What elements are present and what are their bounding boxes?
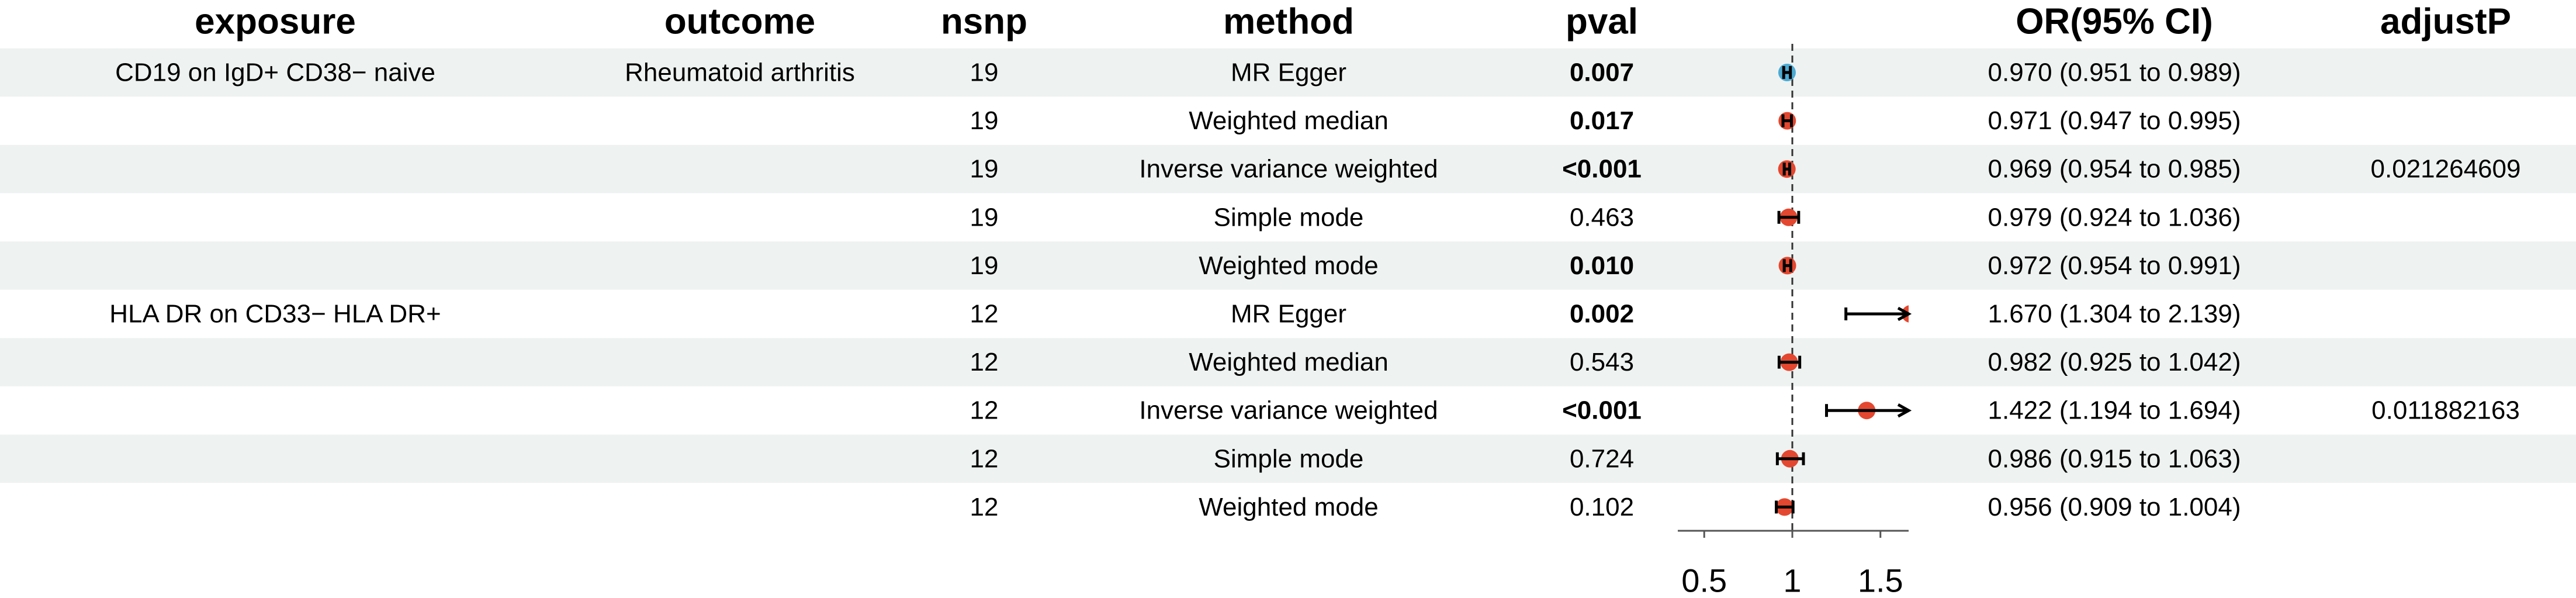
header-nsnp: nsnp bbox=[941, 2, 1027, 42]
cell-or-ci: 1.422 (1.194 to 1.694) bbox=[1988, 396, 2241, 425]
error-arrow bbox=[1897, 306, 1912, 322]
cell-pval: 0.017 bbox=[1570, 106, 1634, 135]
cell-exposure: CD19 on IgD+ CD38− naive bbox=[115, 58, 435, 87]
cell-nsnp: 19 bbox=[970, 251, 999, 280]
cell-pval: 0.543 bbox=[1570, 348, 1634, 376]
cell-nsnp: 12 bbox=[970, 396, 999, 425]
cell-pval: <0.001 bbox=[1562, 155, 1642, 184]
cell-nsnp: 19 bbox=[970, 155, 999, 184]
header-exposure: exposure bbox=[195, 2, 356, 42]
cell-pval: 0.010 bbox=[1570, 251, 1634, 280]
cell-pval: 0.002 bbox=[1570, 300, 1634, 329]
x-tick-label: 1 bbox=[1783, 562, 1801, 598]
cell-exposure: HLA DR on CD33− HLA DR+ bbox=[109, 300, 441, 329]
cell-pval: 0.007 bbox=[1570, 58, 1634, 87]
cell-nsnp: 19 bbox=[970, 106, 999, 135]
cell-method: Weighted median bbox=[1189, 348, 1389, 376]
cell-method: MR Egger bbox=[1231, 58, 1346, 87]
cell-method: Inverse variance weighted bbox=[1139, 396, 1438, 425]
cell-method: Weighted median bbox=[1189, 106, 1389, 135]
cell-or-ci: 0.986 (0.915 to 1.063) bbox=[1988, 444, 2241, 473]
cell-or-ci: 1.670 (1.304 to 2.139) bbox=[1988, 300, 2241, 329]
cell-method: Weighted mode bbox=[1199, 251, 1378, 280]
cell-nsnp: 12 bbox=[970, 348, 999, 376]
cell-adjustP: 0.021264609 bbox=[2371, 155, 2521, 184]
cell-pval: 0.724 bbox=[1570, 444, 1634, 473]
row-band bbox=[0, 434, 2576, 483]
cell-method: Simple mode bbox=[1214, 203, 1364, 231]
cell-or-ci: 0.969 (0.954 to 0.985) bbox=[1988, 155, 2241, 184]
cell-nsnp: 19 bbox=[970, 203, 999, 231]
cell-nsnp: 12 bbox=[970, 300, 999, 329]
header-method: method bbox=[1223, 2, 1354, 42]
header-pval: pval bbox=[1566, 2, 1638, 42]
error-arrow bbox=[1897, 403, 1912, 418]
cell-outcome: Rheumatoid arthritis bbox=[625, 58, 855, 87]
cell-or-ci: 0.982 (0.925 to 1.042) bbox=[1988, 348, 2241, 376]
cell-nsnp: 19 bbox=[970, 58, 999, 87]
row-band bbox=[0, 241, 2576, 290]
cell-pval: 0.463 bbox=[1570, 203, 1634, 231]
cell-nsnp: 12 bbox=[970, 493, 999, 521]
cell-or-ci: 0.956 (0.909 to 1.004) bbox=[1988, 493, 2241, 521]
cell-nsnp: 12 bbox=[970, 444, 999, 473]
row-band bbox=[0, 144, 2576, 193]
row-band bbox=[0, 338, 2576, 386]
cell-pval: <0.001 bbox=[1562, 396, 1642, 425]
x-tick-label: 1.5 bbox=[1858, 562, 1903, 598]
cell-adjustP: 0.011882163 bbox=[2371, 396, 2520, 425]
x-tick-label: 0.5 bbox=[1681, 562, 1727, 598]
cell-or-ci: 0.971 (0.947 to 0.995) bbox=[1988, 106, 2241, 135]
cell-or-ci: 0.970 (0.951 to 0.989) bbox=[1988, 58, 2241, 87]
row-band bbox=[0, 48, 2576, 97]
cell-or-ci: 0.979 (0.924 to 1.036) bbox=[1988, 203, 2241, 231]
header-or-ci: OR(95% CI) bbox=[2016, 2, 2213, 42]
cell-method: Weighted mode bbox=[1199, 493, 1378, 521]
cell-or-ci: 0.972 (0.954 to 0.991) bbox=[1988, 251, 2241, 280]
cell-method: Simple mode bbox=[1214, 444, 1364, 473]
header-outcome: outcome bbox=[664, 2, 815, 42]
cell-pval: 0.102 bbox=[1570, 493, 1634, 521]
cell-method: MR Egger bbox=[1231, 300, 1346, 329]
cell-method: Inverse variance weighted bbox=[1139, 155, 1438, 184]
header-adjustp: adjustP bbox=[2380, 2, 2511, 42]
